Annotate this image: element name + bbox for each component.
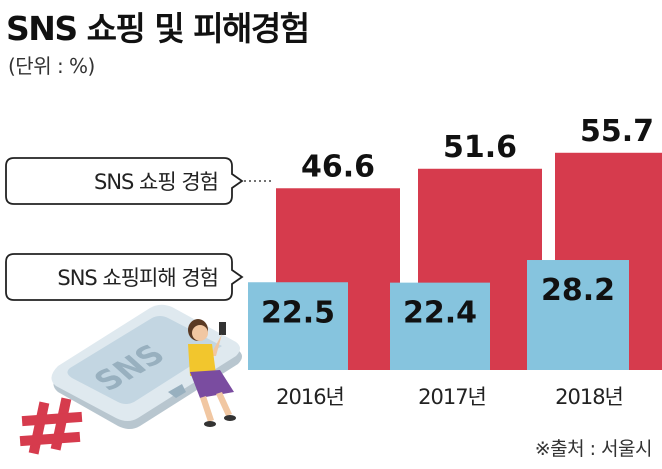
source-note: ※출처 : 서울시 <box>534 438 653 460</box>
legend-box-0 <box>5 157 244 205</box>
legend-box-1 <box>5 253 244 301</box>
label-experience-2: 55.7 <box>580 114 654 149</box>
category-label-0: 2016년 <box>276 385 344 409</box>
label-experience-0: 46.6 <box>301 149 375 184</box>
label-damage-0: 22.5 <box>261 295 335 330</box>
label-damage-2: 28.2 <box>541 273 615 308</box>
category-label-1: 2017년 <box>418 385 486 409</box>
category-label-2: 2018년 <box>555 385 623 409</box>
smartphone-illustration-icon: SNS <box>51 304 242 429</box>
unit-label: (단위 : %) <box>8 54 95 78</box>
woman-with-phone-icon <box>188 319 236 427</box>
bar-damage-0 <box>248 282 348 370</box>
label-experience-1: 51.6 <box>443 130 517 165</box>
label-damage-1: 22.4 <box>403 296 477 331</box>
legend-label-0: SNS 쇼핑 경험 <box>94 170 218 194</box>
bar-damage-1 <box>390 282 490 370</box>
bar-damage-2 <box>527 260 629 370</box>
hashtag-icon <box>19 397 83 455</box>
chart-title: SNS 쇼핑 및 피해경험 <box>6 9 310 48</box>
legend-label-1: SNS 쇼핑피해 경험 <box>57 266 218 290</box>
